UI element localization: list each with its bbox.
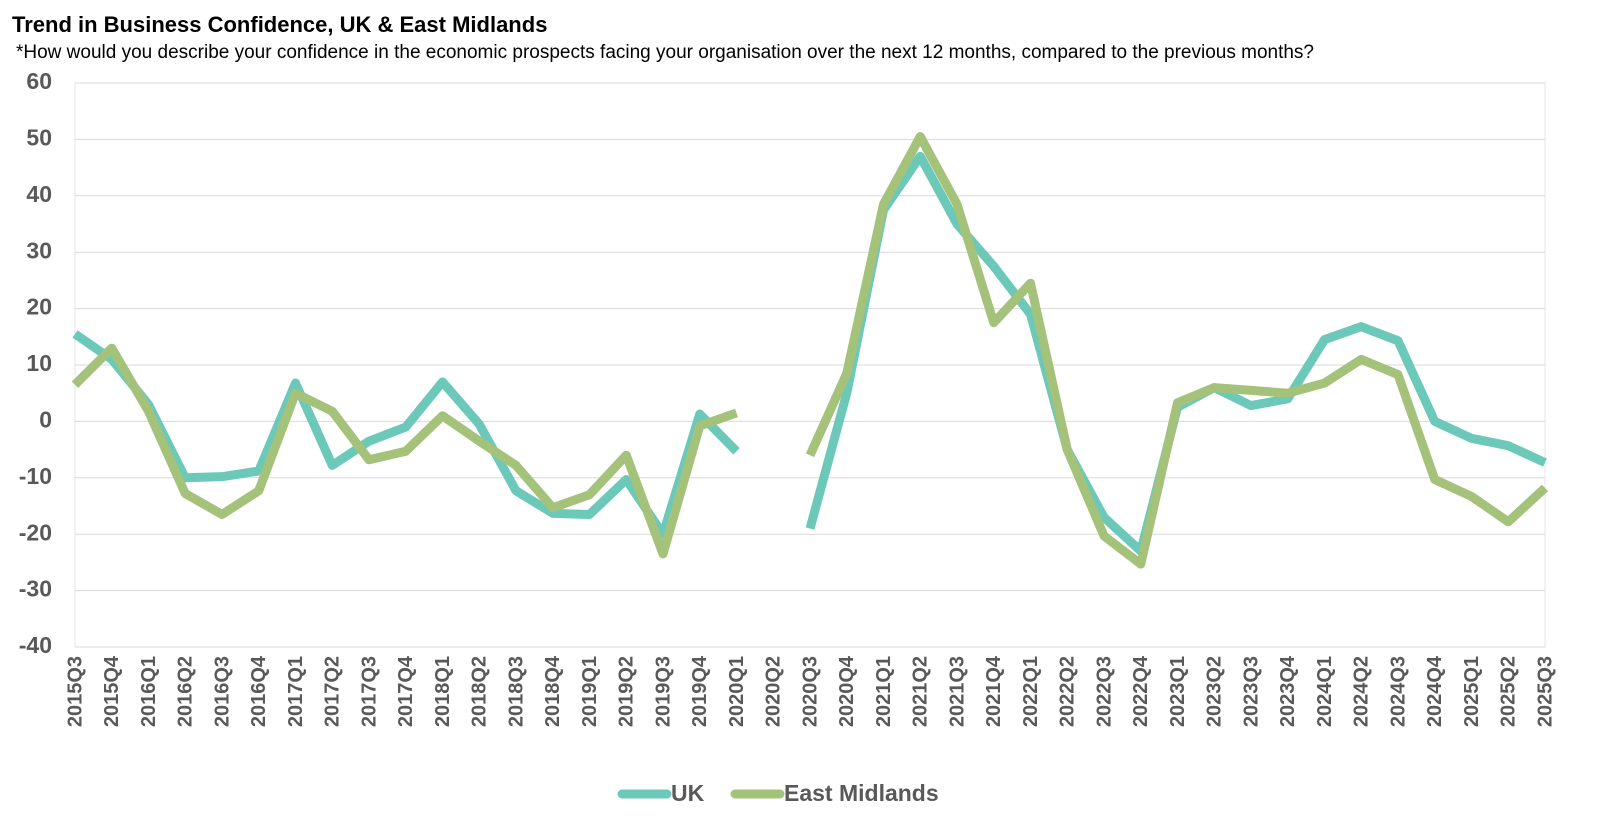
x-tick-label: 2017Q4 xyxy=(395,655,417,727)
x-tick-label: 2020Q3 xyxy=(799,656,821,727)
x-tick-label: 2015Q3 xyxy=(64,656,86,727)
x-tick-label: 2016Q3 xyxy=(211,656,233,727)
y-tick-label: 30 xyxy=(26,237,52,263)
x-tick-label: 2020Q2 xyxy=(763,656,785,727)
x-tick-label: 2017Q1 xyxy=(285,656,307,727)
x-tick-label: 2017Q3 xyxy=(358,656,380,727)
x-tick-label: 2015Q4 xyxy=(101,655,123,727)
y-tick-label: 40 xyxy=(26,181,52,207)
y-tick-label: 10 xyxy=(26,350,52,376)
x-tick-label: 2023Q1 xyxy=(1167,656,1189,727)
x-tick-label: 2019Q4 xyxy=(689,655,711,727)
x-tick-label: 2021Q4 xyxy=(983,655,1005,727)
x-tick-label: 2018Q3 xyxy=(505,656,527,727)
series-line xyxy=(72,151,1547,556)
x-tick-label: 2022Q4 xyxy=(1130,655,1152,727)
x-tick-label: 2020Q4 xyxy=(836,655,858,727)
x-tick-label: 2023Q3 xyxy=(1240,656,1262,727)
x-tick-label: 2020Q1 xyxy=(726,656,748,727)
x-tick-label: 2018Q4 xyxy=(542,655,564,727)
x-tick-label: 2018Q2 xyxy=(469,656,491,727)
x-tick-label: 2022Q1 xyxy=(1020,656,1042,727)
y-tick-label: -30 xyxy=(19,576,52,602)
legend-label: UK xyxy=(671,780,705,806)
x-tick-label: 2023Q2 xyxy=(1204,656,1226,727)
y-tick-label: 50 xyxy=(26,124,52,150)
x-tick-label: 2019Q2 xyxy=(616,656,638,727)
series-line xyxy=(71,132,1549,569)
y-tick-label: -40 xyxy=(19,632,52,658)
x-tick-label: 2024Q1 xyxy=(1314,656,1336,727)
x-tick-label: 2025Q2 xyxy=(1498,656,1520,727)
x-tick-label: 2024Q3 xyxy=(1387,656,1409,727)
x-tick-label: 2024Q4 xyxy=(1424,655,1446,727)
x-tick-label: 2016Q2 xyxy=(175,656,197,727)
x-tick-label: 2024Q2 xyxy=(1351,656,1373,727)
x-tick-label: 2021Q3 xyxy=(946,656,968,727)
x-tick-label: 2023Q4 xyxy=(1277,655,1299,727)
y-tick-label: 0 xyxy=(39,406,52,432)
chart-subtitle: *How would you describe your confidence … xyxy=(16,42,1314,63)
legend-label: East Midlands xyxy=(784,780,939,806)
chart-title: Trend in Business Confidence, UK & East … xyxy=(12,12,547,37)
x-tick-label: 2022Q2 xyxy=(1057,656,1079,727)
x-tick-label: 2017Q2 xyxy=(322,656,344,727)
y-tick-label: -20 xyxy=(19,519,52,545)
x-tick-label: 2016Q1 xyxy=(138,656,160,727)
x-tick-label: 2021Q2 xyxy=(910,656,932,727)
y-tick-label: 20 xyxy=(26,294,52,320)
x-tick-label: 2021Q1 xyxy=(873,656,895,727)
x-tick-label: 2019Q3 xyxy=(652,656,674,727)
x-tick-label: 2025Q3 xyxy=(1534,656,1556,727)
y-tick-label: 60 xyxy=(26,68,52,94)
x-tick-label: 2018Q1 xyxy=(432,656,454,727)
x-tick-label: 2022Q3 xyxy=(1093,656,1115,727)
y-tick-label: -10 xyxy=(19,463,52,489)
x-tick-label: 2019Q1 xyxy=(579,656,601,727)
x-tick-label: 2025Q1 xyxy=(1461,656,1483,727)
x-tick-label: 2016Q4 xyxy=(248,655,270,727)
